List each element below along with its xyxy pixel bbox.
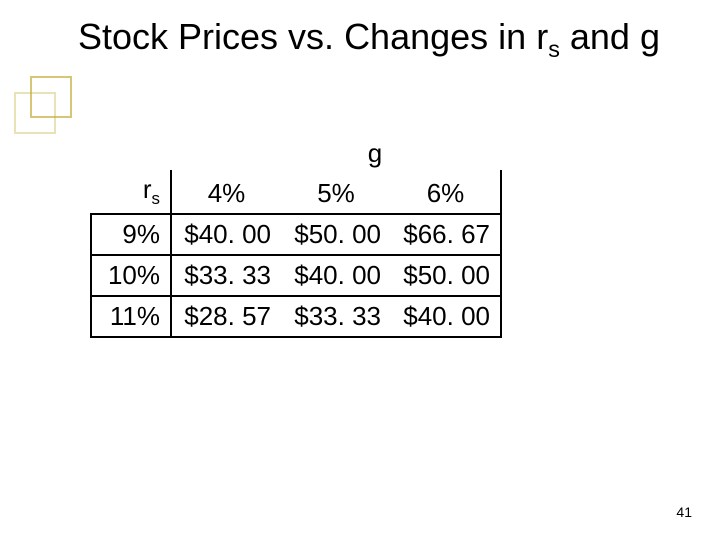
page-number: 41 [676, 504, 692, 520]
table-row: 10% $33. 33 $40. 00 $50. 00 [91, 255, 501, 296]
g-header: g [300, 138, 450, 169]
rs-label-text: r [143, 174, 152, 204]
col-header-0: 4% [171, 170, 281, 214]
data-table-wrap: g rs 4% 5% 6% 9% $40. 00 $50. 00 $66. 67… [90, 170, 502, 338]
row-label-1: 10% [91, 255, 171, 296]
title-sub: s [548, 36, 560, 62]
table-row: 9% $40. 00 $50. 00 $66. 67 [91, 214, 501, 255]
cell-1-1: $40. 00 [281, 255, 391, 296]
cell-1-2: $50. 00 [391, 255, 501, 296]
cell-0-0: $40. 00 [171, 214, 281, 255]
cell-0-2: $66. 67 [391, 214, 501, 255]
rs-label-cell: rs [91, 170, 171, 214]
row-label-0: 9% [91, 214, 171, 255]
cell-2-1: $33. 33 [281, 296, 391, 337]
cell-2-0: $28. 57 [171, 296, 281, 337]
cell-1-0: $33. 33 [171, 255, 281, 296]
header-row: rs 4% 5% 6% [91, 170, 501, 214]
page-title: Stock Prices vs. Changes in rs and g [78, 14, 698, 64]
col-header-1: 5% [281, 170, 391, 214]
rs-label-sub: s [152, 189, 160, 208]
title-prefix: Stock Prices vs. Changes in r [78, 16, 548, 57]
cell-0-1: $50. 00 [281, 214, 391, 255]
data-table: rs 4% 5% 6% 9% $40. 00 $50. 00 $66. 67 1… [90, 170, 502, 338]
title-suffix: and g [560, 16, 660, 57]
col-header-2: 6% [391, 170, 501, 214]
row-label-2: 11% [91, 296, 171, 337]
table-row: 11% $28. 57 $33. 33 $40. 00 [91, 296, 501, 337]
accent-square-2 [14, 92, 56, 134]
cell-2-2: $40. 00 [391, 296, 501, 337]
